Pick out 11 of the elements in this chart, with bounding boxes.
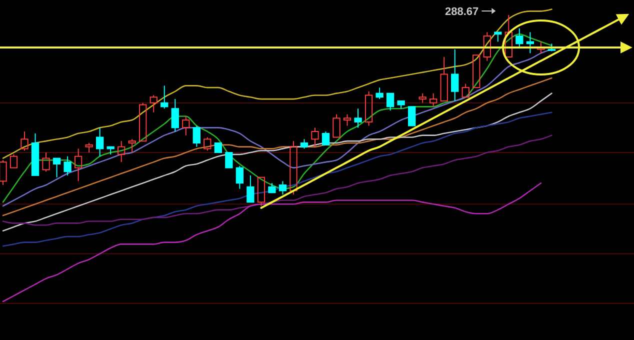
annotation: 288.67 [445, 6, 479, 18]
candlestick [451, 48, 459, 102]
candlestick [118, 140, 126, 163]
candlestick [171, 98, 179, 132]
candlestick [483, 32, 491, 62]
candlestick [96, 127, 104, 157]
candlestick [182, 116, 190, 136]
candlestick [278, 180, 287, 196]
candlestick [311, 127, 319, 148]
candlestick [74, 148, 82, 182]
candlestick [526, 32, 534, 54]
